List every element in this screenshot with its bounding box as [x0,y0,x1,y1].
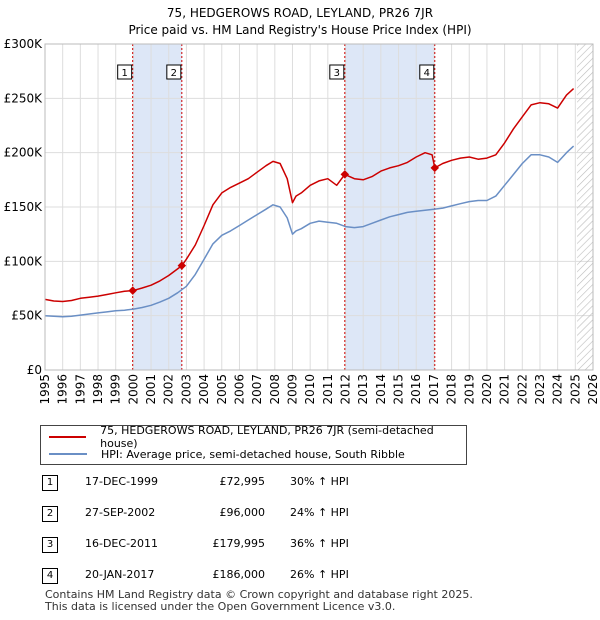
sale-point [340,170,350,179]
chart-title-address: 75, HEDGEROWS ROAD, LEYLAND, PR26 7JR [166,6,434,20]
x-tick-label: 2015 [392,374,406,405]
y-tick-label: £50K [11,309,43,323]
table-row: 3 16-DEC-2011 £179,995 36% ↑ HPI [40,536,440,556]
transaction-date: 27-SEP-2002 [85,506,156,519]
transaction-price: £96,000 [219,506,266,519]
sale-point [177,261,187,270]
x-tick-label: 2019 [462,374,476,405]
transaction-hpi-diff: 36% ↑ HPI [290,537,349,550]
table-row: 2 27-SEP-2002 £96,000 24% ↑ HPI [40,505,440,525]
x-tick-label: 2008 [268,374,282,405]
legend-line-property [49,436,87,438]
sale-label-number: 4 [424,68,430,79]
transaction-date: 20-JAN-2017 [85,568,155,581]
sale-label-box [329,64,345,80]
transaction-number: 2 [42,506,58,522]
sale-label-number: 2 [171,68,177,79]
transaction-price: £179,995 [212,537,266,550]
x-tick-label: 2009 [285,374,299,405]
y-tick-label: £250K [4,91,44,105]
x-tick-label: 1998 [91,374,105,405]
x-tick-label: 2014 [374,374,388,405]
transaction-price: £186,000 [212,568,266,581]
x-tick-label: 2002 [162,374,176,405]
hpi-series-line [44,145,575,318]
y-tick-label: £300K [4,37,44,51]
x-tick-label: 1995 [38,374,52,405]
price-chart: 1 2 3 4 £0 £50K £100K £150K £200K £250K £300K 199… [4,37,600,405]
x-tick-label: 2005 [215,374,229,405]
footer-copyright: Contains HM Land Registry data © Crown c… [45,588,473,601]
forecast-hatch [577,44,593,370]
x-tick-label: 1999 [109,374,123,405]
x-tick-label: 2004 [197,374,211,405]
plot-frame [44,43,594,371]
x-tick-label: 2006 [232,374,246,405]
transaction-hpi-diff: 26% ↑ HPI [290,568,349,581]
x-tick-label: 1997 [73,374,87,405]
legend-line-hpi [49,453,87,455]
table-row: 4 20-JAN-2017 £186,000 26% ↑ HPI [40,567,440,587]
footer: Contains HM Land Registry data © Crown c… [45,589,473,613]
y-tick-label: £150K [4,200,44,214]
transaction-price: £72,995 [219,475,266,488]
transaction-number: 1 [42,475,58,491]
sale-point [128,286,137,295]
legend-label-property: 75, HEDGEROWS ROAD, LEYLAND, PR26 7JR (s… [100,424,434,450]
transaction-date: 17-DEC-1999 [85,475,159,488]
sale-label-box [117,64,133,80]
legend-item-hpi: HPI: Average price, semi-detached house,… [49,446,405,462]
x-tick-label: 2022 [515,374,529,405]
x-tick-label: 2001 [144,374,158,405]
legend-item-property: 75, HEDGEROWS ROAD, LEYLAND, PR26 7JR (s… [49,424,466,450]
x-tick-label: 2003 [179,374,193,405]
x-tick-label: 2010 [303,374,317,405]
footer-licence: This data is licensed under the Open Gov… [45,600,396,613]
x-tick-label: 2024 [551,374,565,405]
transaction-hpi-diff: 30% ↑ HPI [290,475,349,488]
sale-label-box [419,64,435,80]
x-tick-label: 2026 [586,374,600,405]
sale-label-number: 1 [121,68,127,79]
y-tick-label: £0 [27,363,42,377]
x-tick-label: 2016 [409,374,423,405]
x-tick-label: 2013 [356,374,370,405]
x-tick-label: 2012 [339,374,353,405]
sale-label-box [166,64,182,80]
transaction-date: 16-DEC-2011 [85,537,159,550]
table-row: 1 17-DEC-1999 £72,995 30% ↑ HPI [40,474,440,494]
x-tick-label: 2025 [568,374,582,405]
y-tick-label: £100K [4,254,44,268]
x-tick-label: 2017 [427,374,441,405]
x-tick-label: 2007 [250,374,264,405]
property-series-line [44,88,575,303]
x-tick-label: 2000 [126,374,140,405]
transaction-number: 3 [42,537,58,553]
legend: 75, HEDGEROWS ROAD, LEYLAND, PR26 7JR (s… [40,424,467,465]
x-tick-label: 2018 [445,374,459,405]
x-tick-label: 2023 [533,374,547,405]
transaction-number: 4 [42,568,58,584]
transaction-hpi-diff: 24% ↑ HPI [290,506,349,519]
x-tick-label: 1996 [56,374,70,405]
sale-label-number: 3 [334,68,340,79]
legend-label-hpi: HPI: Average price, semi-detached house,… [101,447,405,461]
chart-title-subtitle: Price paid vs. HM Land Registry's House … [128,23,472,37]
sale-point [430,163,440,173]
y-tick-label: £200K [4,146,44,160]
x-tick-label: 2011 [321,374,335,405]
x-tick-label: 2020 [480,374,494,405]
x-tick-label: 2021 [498,374,512,405]
